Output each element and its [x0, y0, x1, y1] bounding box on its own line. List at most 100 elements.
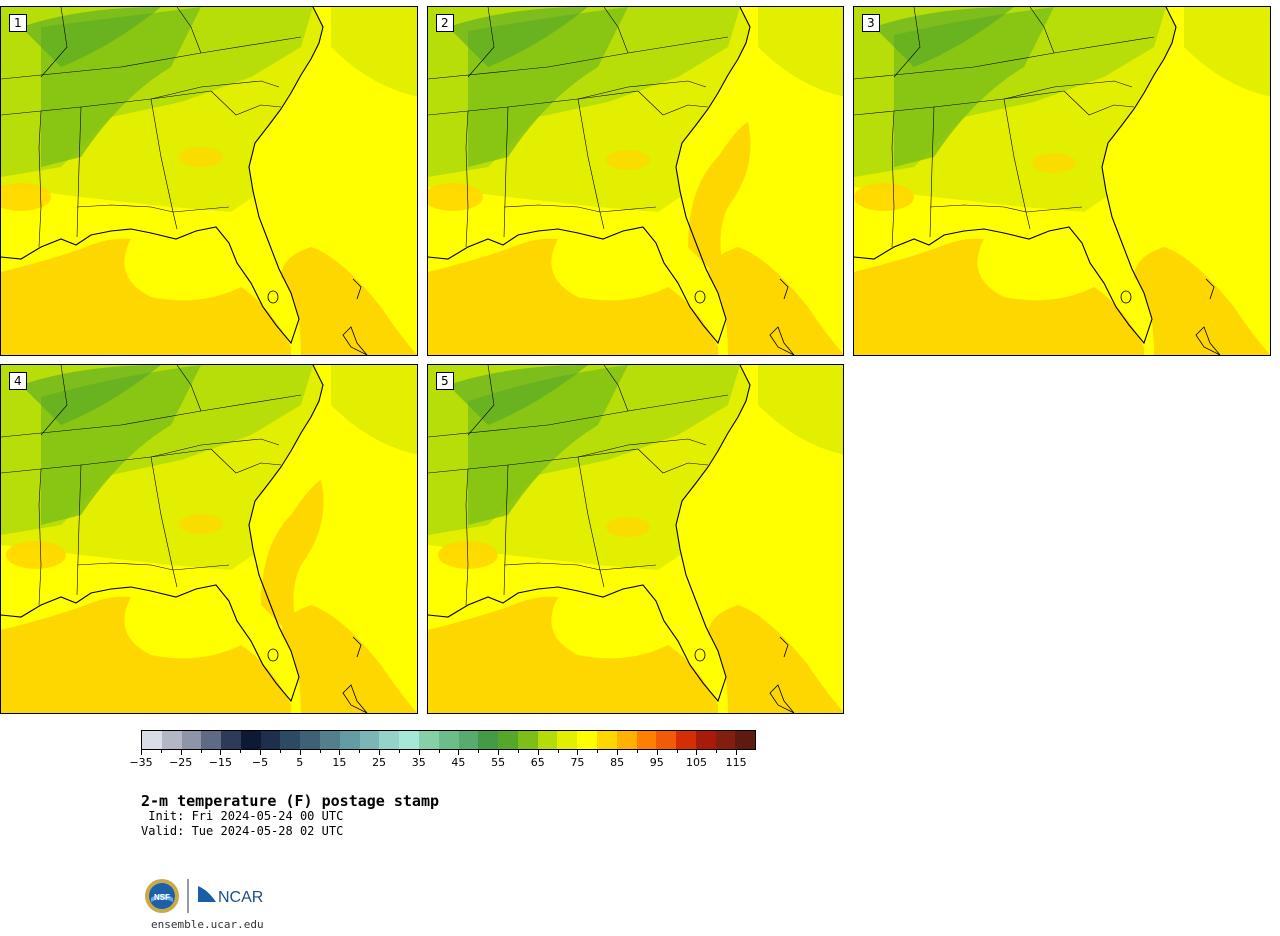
temperature-colorbar: [141, 730, 756, 750]
init-time: Init: Fri 2024-05-24 00 UTC: [141, 809, 344, 823]
map-panel-5: 5: [427, 364, 844, 714]
temperature-map-4: [1, 365, 417, 713]
colorbar-tick: [141, 750, 142, 755]
colorbar-minor-tick: [557, 750, 559, 753]
colorbar-tick-label: 105: [685, 756, 707, 769]
colorbar-tick: [537, 750, 539, 755]
panel-number-label: 4: [9, 372, 27, 390]
colorbar-tick-label: −35: [129, 756, 153, 769]
colorbar-minor-tick: [240, 750, 242, 753]
colorbar-segment: [557, 731, 578, 749]
colorbar-tick-label: 95: [649, 756, 664, 769]
map-panel-1: 1: [0, 6, 418, 356]
colorbar-minor-tick: [716, 750, 718, 753]
colorbar-tick-label: −25: [169, 756, 193, 769]
colorbar-segment: [300, 731, 321, 749]
colorbar-segment: [359, 731, 380, 749]
colorbar-segment: [221, 731, 241, 749]
colorbar-tick: [260, 750, 262, 755]
colorbar-tick-label: 45: [451, 756, 466, 769]
colorbar-segment: [438, 731, 459, 749]
colorbar-segment: [240, 731, 261, 749]
colorbar-minor-tick: [279, 750, 281, 753]
svg-text:NCAR: NCAR: [218, 889, 263, 906]
colorbar-tick: [577, 750, 579, 755]
colorbar-segment: [537, 731, 558, 749]
temperature-map-2: [428, 7, 843, 355]
nsf-logo-icon: NSF: [145, 879, 179, 913]
colorbar-segment: [577, 731, 597, 749]
panel-number-label: 2: [436, 14, 454, 32]
colorbar-tick: [379, 750, 381, 755]
panel-number-label: 1: [9, 14, 27, 32]
colorbar-segment: [596, 731, 617, 749]
colorbar-tick: [656, 750, 658, 755]
colorbar-segment: [715, 731, 736, 749]
colorbar-segment: [379, 731, 400, 749]
colorbar-ticks: −35 −25 −15 −5 5 15 25 35 45 55 65 75 85 95 105 115: [129, 750, 756, 775]
colorbar-tick-label: 25: [372, 756, 387, 769]
colorbar-tick: [617, 750, 619, 755]
colorbar-minor-tick: [359, 750, 361, 753]
colorbar-segment: [656, 731, 677, 749]
colorbar-tick: [418, 750, 420, 755]
colorbar-tick-label: 65: [530, 756, 545, 769]
map-panel-4: 4: [0, 364, 418, 714]
map-panel-2: 2: [427, 6, 844, 356]
colorbar-tick-label: 15: [332, 756, 347, 769]
colorbar-segment: [339, 731, 360, 749]
colorbar-minor-tick: [517, 750, 519, 753]
temperature-map-3: [854, 7, 1270, 355]
temperature-map-1: [1, 7, 417, 355]
colorbar-minor-tick: [160, 750, 162, 753]
valid-time: Valid: Tue 2024-05-28 02 UTC: [141, 824, 344, 838]
colorbar-segment: [616, 731, 637, 749]
colorbar-minor-tick: [438, 750, 440, 753]
colorbar-tick-label: 85: [610, 756, 625, 769]
colorbar-segment: [695, 731, 716, 749]
colorbar-tick-label: 115: [725, 756, 747, 769]
colorbar-segment: [399, 731, 419, 749]
colorbar-segment: [478, 731, 499, 749]
colorbar-tick-label: 55: [491, 756, 506, 769]
colorbar-minor-tick: [636, 750, 638, 753]
temperature-map-5: [428, 365, 843, 713]
colorbar-tick: [498, 750, 500, 755]
panel-number-label: 3: [862, 14, 880, 32]
colorbar-segment: [260, 731, 281, 749]
website-link[interactable]: ensemble.ucar.edu: [151, 918, 264, 931]
colorbar-tick: [696, 750, 698, 755]
colorbar-tick-label: −5: [251, 756, 269, 769]
colorbar-tick-label: 75: [570, 756, 585, 769]
map-panel-3: 3: [853, 6, 1271, 356]
colorbar-segment: [280, 731, 301, 749]
colorbar-minor-tick: [319, 750, 321, 753]
colorbar-segment: [636, 731, 657, 749]
colorbar-minor-tick: [478, 750, 480, 753]
colorbar-tick-label: 35: [411, 756, 426, 769]
colorbar-minor-tick: [597, 750, 599, 753]
colorbar-segment: [498, 731, 518, 749]
colorbar-segment: [517, 731, 538, 749]
colorbar-segment: [142, 731, 162, 749]
colorbar-tick-label: −15: [208, 756, 232, 769]
colorbar-segment: [735, 731, 756, 749]
nsf-ncar-logo: NSF NCAR: [144, 876, 274, 916]
colorbar-tick: [339, 750, 341, 755]
svg-text:NSF: NSF: [154, 893, 170, 902]
ncar-logo-icon: NCAR: [198, 886, 263, 906]
colorbar-tick: [180, 750, 182, 755]
colorbar-tick: [458, 750, 460, 755]
colorbar-segment: [418, 731, 439, 749]
colorbar-tick: [299, 750, 301, 755]
colorbar-segment: [676, 731, 696, 749]
colorbar-minor-tick: [398, 750, 400, 753]
colorbar-tick: [736, 750, 738, 755]
colorbar-segment: [201, 731, 222, 749]
colorbar-segment: [320, 731, 340, 749]
chart-title: 2-m temperature (F) postage stamp: [141, 792, 440, 810]
panel-number-label: 5: [436, 372, 454, 390]
colorbar-minor-tick: [676, 750, 678, 753]
colorbar-segment: [181, 731, 202, 749]
colorbar-segment: [458, 731, 479, 749]
